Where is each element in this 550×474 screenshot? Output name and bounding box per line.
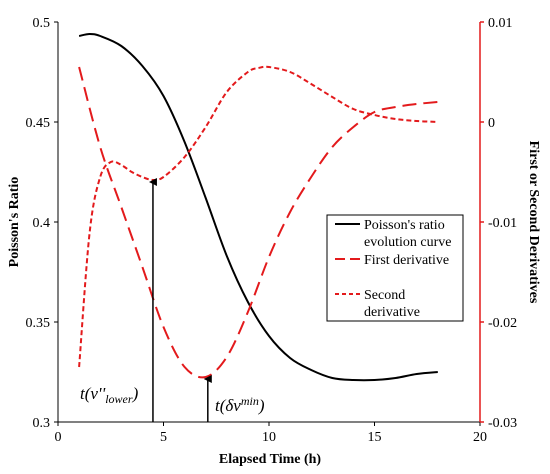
plot-frame: 0 5 10 15 20 0.3 0.35 0.4 0.45 0.5 -0.03 -0.02 -0.01… (26, 16, 518, 445)
series-first-derivative-line (78, 66, 438, 379)
legend-label-second-1: Second (364, 288, 405, 303)
annotation-min-sup: min (241, 394, 259, 408)
y-tick-label: 0.45 (26, 116, 51, 131)
y2-tick-label: 0 (488, 116, 495, 131)
x-tick-label: 0 (55, 430, 62, 445)
legend-box (326, 214, 464, 322)
annotation-min-pre: t( (215, 396, 227, 415)
y2-tick-label: -0.03 (488, 416, 517, 431)
legend: Poisson's ratio evolution curve First de… (326, 214, 464, 322)
y2-tick-label: -0.02 (488, 316, 517, 331)
x-tick-label: 20 (473, 430, 487, 445)
y-tick-label: 0.35 (26, 316, 51, 331)
annotation-label-lower: t(v''lower) (80, 384, 139, 406)
y-tick-label: 0.4 (33, 216, 51, 231)
legend-label-second-2: derivative (364, 305, 420, 320)
series-layer (78, 32, 438, 382)
y-tick-label: 0.5 (33, 16, 51, 31)
x-tick-label: 10 (262, 430, 276, 445)
y-axis-title: Poisson's Ratio (7, 177, 22, 268)
annotation-lower-post: ) (132, 384, 139, 403)
annotation-lower-pre: t( (80, 384, 92, 403)
annotation-min-main: δv (225, 396, 241, 415)
y2-axis-title: First or Second Derivatives (526, 141, 541, 304)
series-second-derivative-line (78, 65, 438, 368)
x-tick-label: 5 (160, 430, 167, 445)
annotation-min-post: ) (258, 396, 265, 415)
annotation-lower-main: v'' (90, 384, 105, 403)
legend-label-poisson-2: evolution curve (364, 235, 451, 250)
series-poisson-ratio-line (78, 32, 438, 382)
legend-label-first: First derivative (364, 253, 449, 268)
x-tick-label: 15 (368, 430, 382, 445)
y2-tick-label: 0.01 (488, 16, 513, 31)
annotation-lower-sub: lower (105, 392, 133, 406)
y2-tick-label: -0.01 (488, 216, 517, 231)
annotation-layer: t(v''lower) t(δvmin) (80, 178, 265, 422)
x-axis-title: Elapsed Time (h) (219, 452, 322, 467)
annotation-label-min: t(δvmin) (215, 394, 265, 415)
y-tick-label: 0.3 (33, 416, 51, 431)
legend-label-poisson-1: Poisson's ratio (364, 218, 445, 233)
